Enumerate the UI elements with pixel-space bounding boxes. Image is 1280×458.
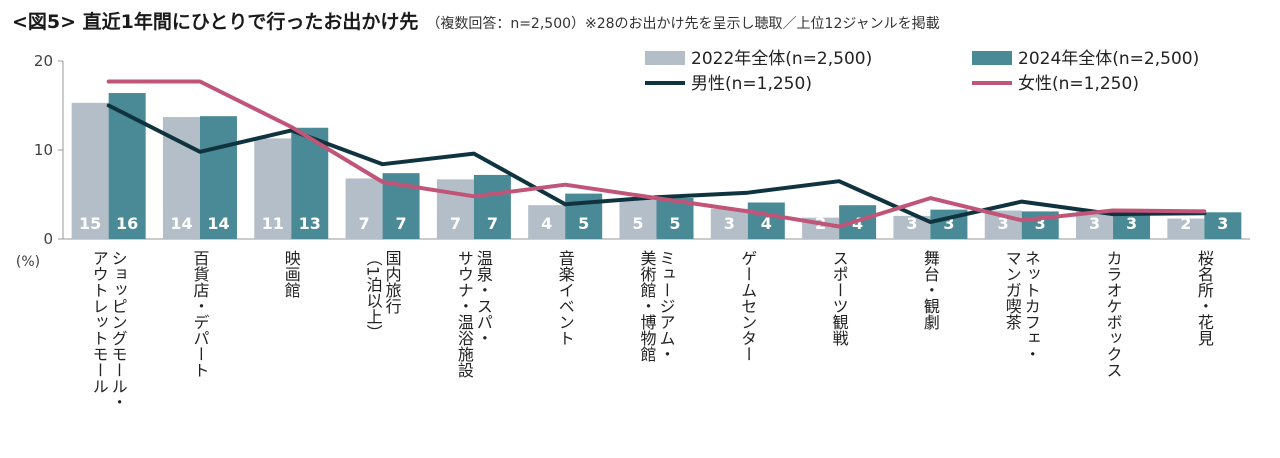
bar (1076, 211, 1114, 239)
bar (656, 198, 694, 239)
category-label: 音楽イベント (556, 250, 575, 346)
legend-swatch (645, 51, 685, 65)
y-tick-label: 10 (34, 141, 53, 159)
bars (71, 93, 1242, 239)
bar-value-label: 5 (578, 214, 589, 233)
chart-title: <図5> 直近1年間にひとりで行ったお出かけ先 (12, 11, 419, 33)
bar-value-label: 3 (1035, 214, 1046, 233)
bar (710, 208, 748, 239)
legend-label: 2022年全体(n=2,500) (691, 49, 872, 69)
legend-swatch (972, 51, 1012, 65)
category-label: 百貨店・デパート (190, 250, 209, 378)
category-label: 温泉・スパ・ (474, 250, 493, 346)
bar-value-label: 3 (998, 214, 1009, 233)
category-label: ミュージアム・ (657, 250, 676, 362)
bar (345, 178, 383, 239)
bar (199, 116, 237, 239)
category-label: 桜名所・花見 (1195, 250, 1214, 347)
category-labels: ショッピングモール・アウトレットモール 百貨店・デパート 映画館 国内旅行（1泊以上）… (90, 250, 1214, 410)
chart-title-block: <図5> 直近1年間にひとりで行ったお出かけ先 （複数回答：n=2,500）※28… (12, 6, 940, 38)
bar (893, 215, 931, 239)
category-label: ネットカフェ・ (1022, 250, 1041, 362)
category-label: スポーツ観戦 (830, 250, 849, 347)
series-lines (106, 79, 1207, 229)
bar-value-label: 14 (170, 214, 192, 233)
bar (1167, 218, 1205, 239)
bar-value-label: 3 (1089, 214, 1100, 233)
bar-value-label: 3 (724, 214, 735, 233)
bar-value-label: 7 (487, 214, 498, 233)
bar-value-label: 7 (359, 214, 370, 233)
bar-value-label: 5 (669, 214, 680, 233)
bar-value-label: 3 (1217, 214, 1228, 233)
y-tick-label: 0 (43, 230, 53, 248)
bar (619, 198, 657, 239)
category-label: ショッピングモール・ (109, 250, 128, 410)
category-label: マンガ喫茶 (1003, 250, 1022, 330)
bar-value-label: 4 (761, 214, 772, 233)
bar-value-label: 4 (852, 214, 863, 233)
bar (108, 93, 146, 239)
series-line (106, 79, 1207, 229)
category-label: 国内旅行 (383, 250, 402, 315)
bar-value-label: 13 (299, 214, 321, 233)
bar (473, 174, 511, 239)
bar-value-label: 3 (943, 214, 954, 233)
y-tick-label: 20 (34, 52, 53, 70)
chart-subtitle: （複数回答：n=2,500）※28のお出かけ先を呈示し聴取／上位12ジャンルを掲… (426, 16, 940, 32)
y-axis-label: (%) (16, 254, 40, 270)
category-label: 美術館・博物館 (638, 250, 657, 362)
bar-value-label: 4 (541, 214, 552, 233)
bar (747, 202, 785, 239)
bar (528, 205, 566, 239)
bar-value-label: 2 (1180, 214, 1191, 233)
bar-value-label: 5 (632, 214, 643, 233)
legend-label: 女性(n=1,250) (1018, 74, 1139, 94)
bar-value-labels: 15 14 11 7 7 4 5 3 2 3 3 3 216 14 13 7 7 5 5 4 4 3 3 3 3 (79, 214, 1228, 233)
bar (1113, 212, 1151, 239)
legend: 2022年全体(n=2,500) 2024年全体(n=2,500) 男性(n=1,2… (645, 49, 1199, 94)
category-label: サウナ・温浴施設 (455, 250, 474, 378)
category-label: ゲームセンター (738, 250, 757, 362)
bar-value-label: 7 (450, 214, 461, 233)
category-label: （1泊以上） (364, 250, 383, 340)
category-label: 映画館 (282, 250, 301, 298)
bar-value-label: 11 (262, 214, 284, 233)
bar-value-label: 14 (207, 214, 229, 233)
legend-label: 男性(n=1,250) (691, 74, 812, 94)
legend-label: 2024年全体(n=2,500) (1018, 49, 1199, 69)
bar (254, 138, 292, 239)
bar-value-label: 15 (79, 214, 101, 233)
bar-value-label: 3 (1126, 214, 1137, 233)
bar (1204, 212, 1242, 239)
category-label: 舞台・観劇 (921, 250, 940, 331)
bar-value-label: 16 (116, 214, 138, 233)
category-label: カラオケボックス (1104, 250, 1123, 378)
category-label: アウトレットモール (90, 250, 109, 394)
bar (436, 179, 474, 239)
bar-value-label: 3 (906, 214, 917, 233)
bar-value-label: 7 (396, 214, 407, 233)
bar (71, 102, 109, 239)
